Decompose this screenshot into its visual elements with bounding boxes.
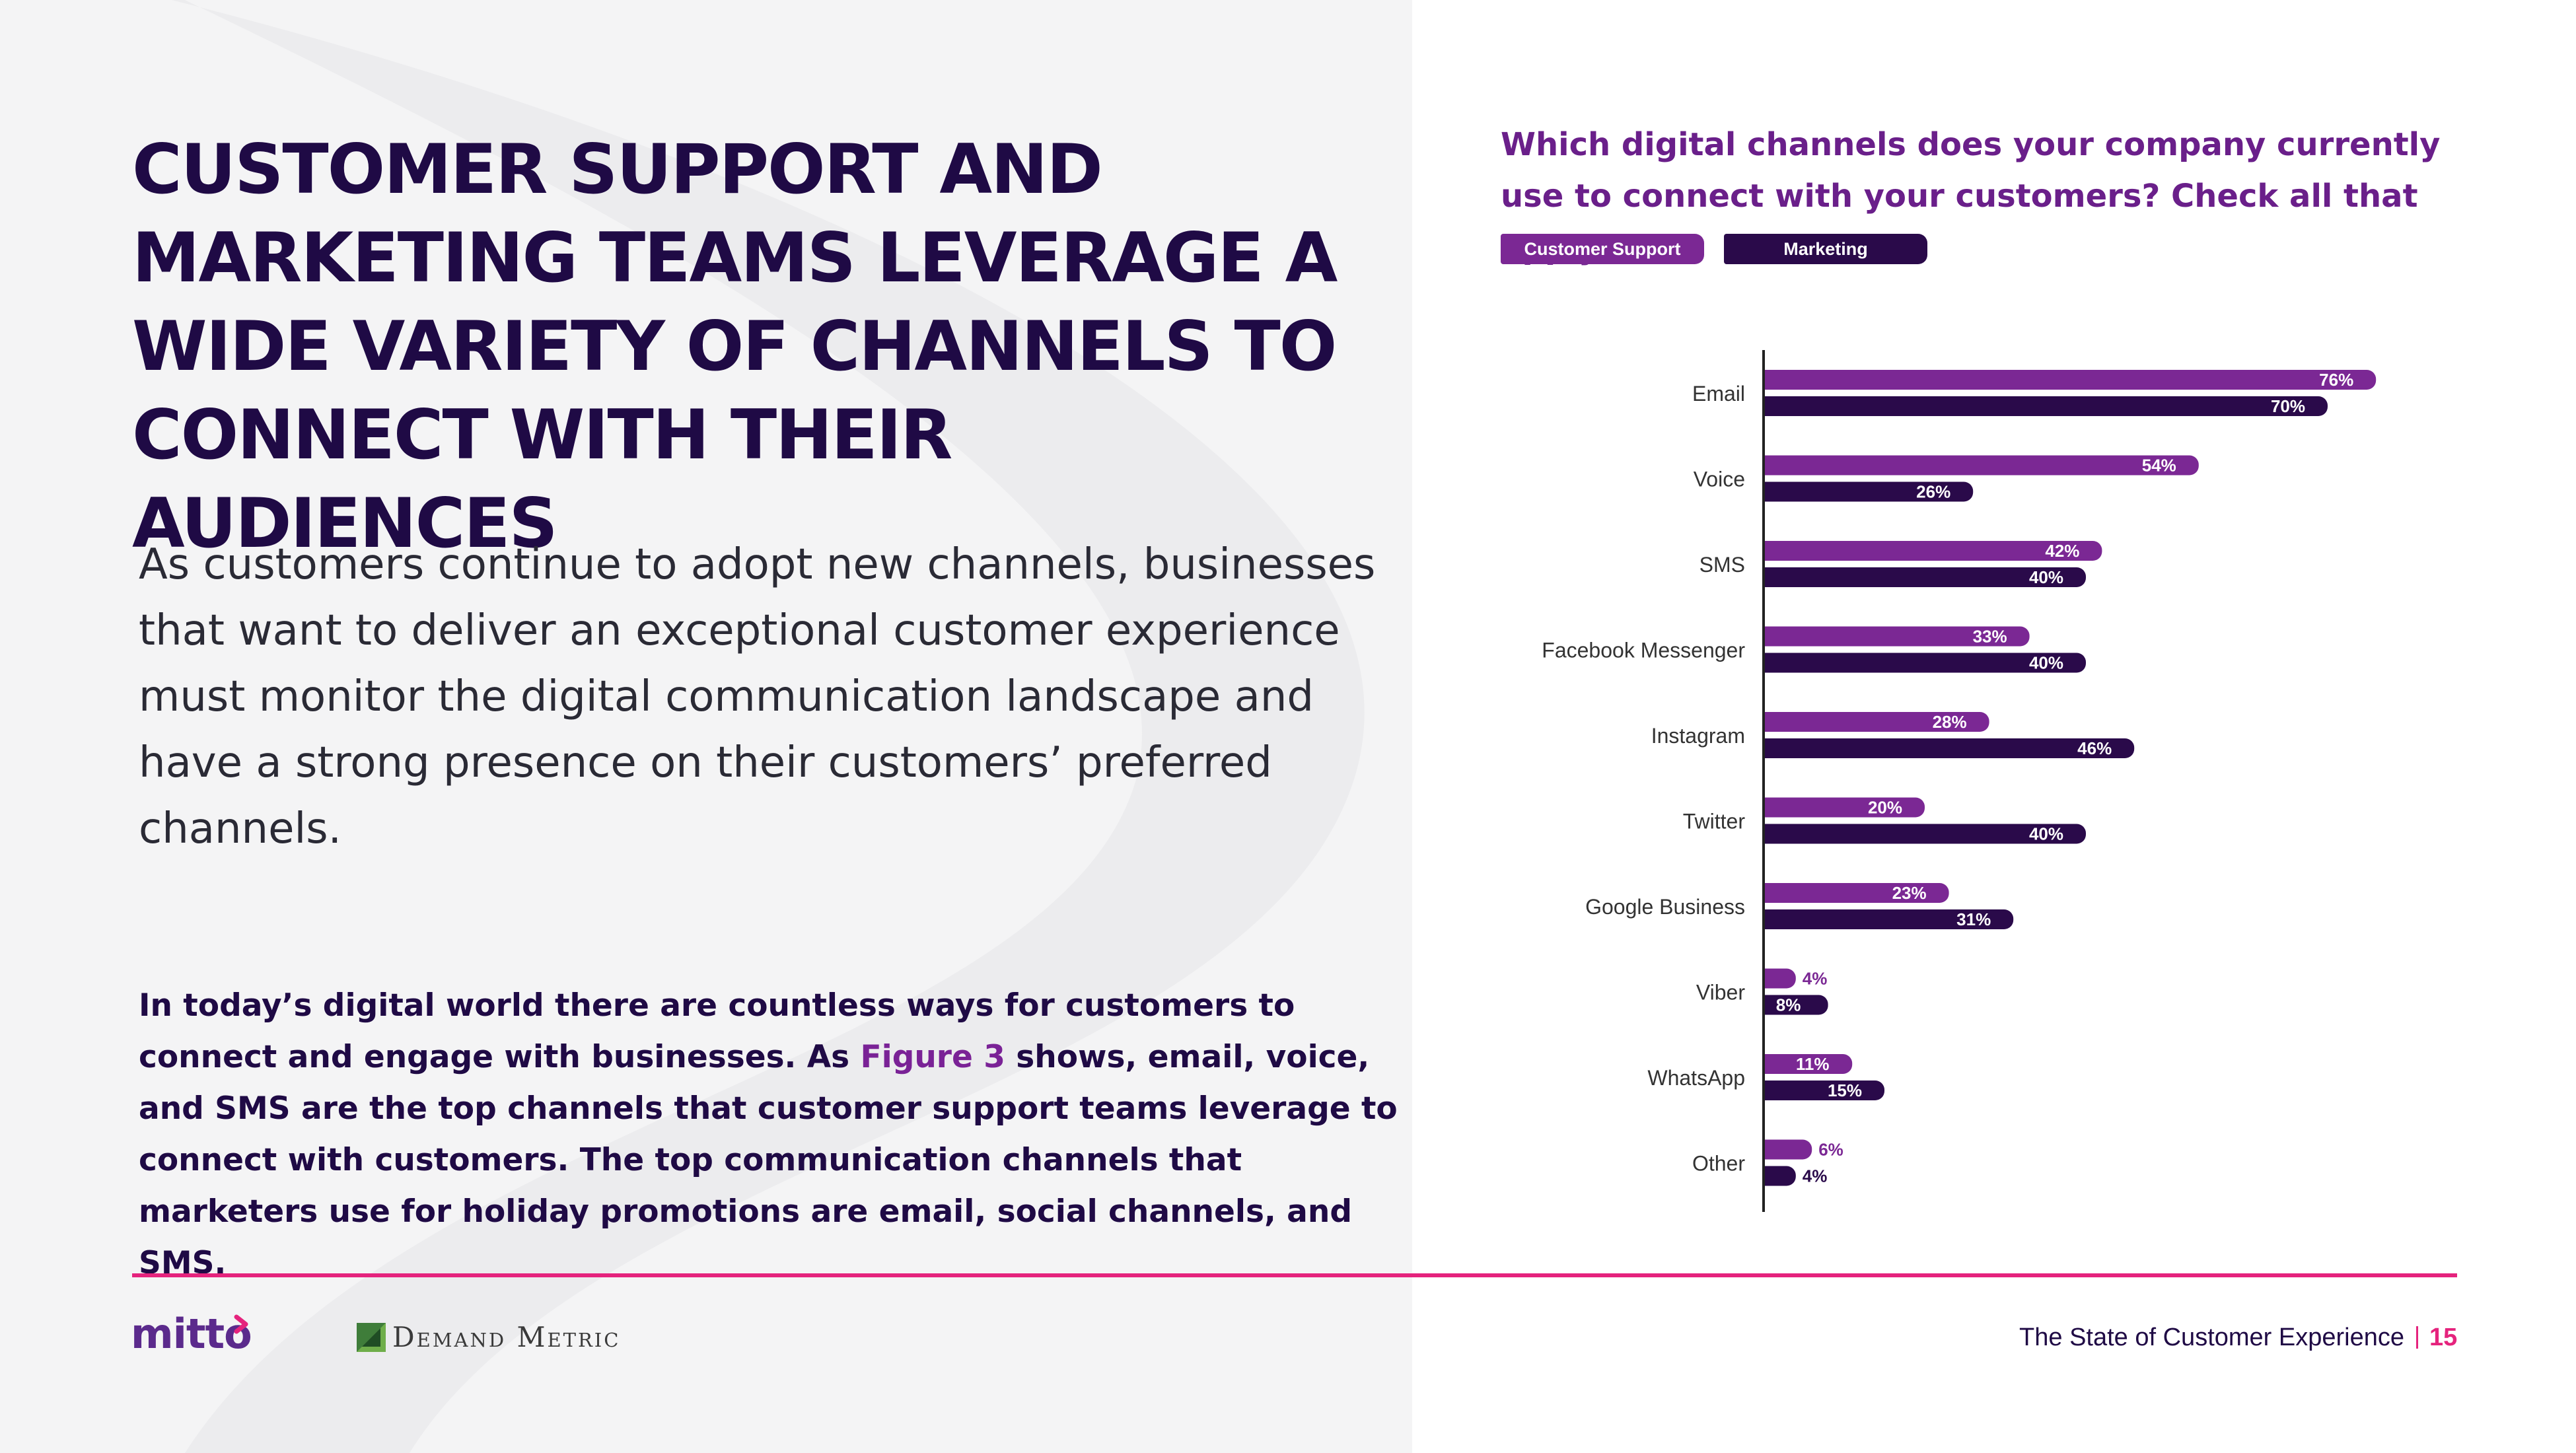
- data-label: 54%: [2142, 456, 2176, 476]
- mitto-logo: mitto: [131, 1310, 252, 1358]
- bar-left-edge: [1764, 626, 1774, 647]
- data-label: 76%: [2319, 370, 2353, 390]
- data-label: 4%: [1803, 1166, 1828, 1186]
- category-label: WhatsApp: [1647, 1066, 1745, 1090]
- demand-metric-mark-icon: [357, 1323, 386, 1352]
- category-label: Other: [1692, 1152, 1745, 1176]
- body-text-end: shows, email, voice, and SMS are the top…: [139, 1039, 1398, 1281]
- bar-left-edge: [1764, 1139, 1774, 1160]
- report-title: The State of Customer Experience: [2019, 1324, 2404, 1351]
- data-label: 28%: [1933, 712, 1967, 732]
- demand-metric-logo: Demand Metric: [392, 1321, 621, 1353]
- bar: [1764, 1139, 1812, 1160]
- data-label: 26%: [1916, 482, 1950, 502]
- category-label: Viber: [1696, 981, 1745, 1005]
- data-label: 4%: [1803, 969, 1828, 989]
- data-label: 6%: [1818, 1140, 1843, 1160]
- bar: [1764, 909, 2014, 929]
- figure-reference-link[interactable]: Figure 3: [860, 1039, 1005, 1075]
- data-label: 70%: [2271, 396, 2305, 416]
- data-label: 8%: [1776, 995, 1801, 1015]
- data-label: 11%: [1796, 1054, 1830, 1074]
- bar: [1764, 396, 2328, 416]
- body-text-start: In today’s digital world there are count…: [139, 987, 1295, 1075]
- bar-left-edge: [1764, 738, 1774, 758]
- bar: [1764, 712, 1989, 732]
- bar: [1764, 1054, 1853, 1074]
- footer-divider: [132, 1273, 2457, 1277]
- left-panel: [0, 0, 1412, 1453]
- bar-left-edge: [1764, 396, 1774, 416]
- data-label: 40%: [2029, 567, 2063, 587]
- bar: [1764, 824, 2086, 844]
- bar-left-edge: [1764, 968, 1774, 989]
- bar: [1764, 481, 1974, 502]
- bar-left-edge: [1764, 1054, 1774, 1074]
- data-label: 15%: [1828, 1081, 1862, 1100]
- chart-title: Which digital channels does your company…: [1501, 126, 2441, 266]
- body-paragraph: In today’s digital world there are count…: [139, 980, 1413, 1289]
- category-label: Email: [1692, 382, 1745, 406]
- bar: [1764, 797, 1925, 818]
- bar-left-edge: [1764, 909, 1774, 929]
- bar-left-edge: [1764, 481, 1774, 502]
- category-label: Instagram: [1651, 724, 1745, 748]
- bar: [1764, 541, 2102, 561]
- category-label: Twitter: [1683, 810, 1746, 833]
- category-label: Google Business: [1585, 895, 1745, 919]
- background-swoosh: [0, 0, 1412, 1453]
- data-label: 40%: [2029, 824, 2063, 844]
- data-label: 42%: [2045, 541, 2079, 561]
- bar-chart: Email 76% 70% Voice 54% 26% SMS 42% 40% Facebook …: [1542, 350, 2377, 1212]
- legend-marketing: Marketing: [1724, 234, 1927, 264]
- page-number: 15: [2429, 1324, 2458, 1351]
- category-label: SMS: [1699, 553, 1745, 577]
- bar-left-edge: [1764, 712, 1774, 732]
- bar-left-edge: [1764, 995, 1774, 1015]
- bar: [1764, 455, 2199, 476]
- bar-left-edge: [1764, 824, 1774, 844]
- bar: [1764, 653, 2086, 673]
- bar: [1764, 370, 2377, 390]
- data-label: 31%: [1956, 909, 1991, 929]
- page-title: CUSTOMER SUPPORT AND MARKETING TEAMS LEV…: [132, 130, 1338, 563]
- data-label: 46%: [2077, 738, 2112, 758]
- bar-left-edge: [1764, 797, 1774, 818]
- page-number-separator: [2416, 1326, 2418, 1349]
- legend-customer-support: Customer Support: [1501, 234, 1704, 264]
- lede-paragraph: As customers continue to adopt new chann…: [139, 540, 1376, 853]
- bar-left-edge: [1764, 883, 1774, 903]
- bar: [1764, 626, 2030, 647]
- bar: [1764, 995, 1828, 1015]
- bar: [1764, 1081, 1884, 1100]
- bar-left-edge: [1764, 370, 1774, 390]
- data-label: 40%: [2029, 653, 2063, 673]
- data-label: 20%: [1868, 798, 1902, 818]
- bar-left-edge: [1764, 1081, 1774, 1100]
- bar-left-edge: [1764, 1166, 1774, 1186]
- data-label: 33%: [1973, 627, 2007, 647]
- bar-left-edge: [1764, 567, 1774, 587]
- bar-left-edge: [1764, 541, 1774, 561]
- bar-left-edge: [1764, 455, 1774, 476]
- category-label: Facebook Messenger: [1542, 639, 1745, 662]
- category-label: Voice: [1694, 468, 1745, 491]
- bar: [1764, 883, 1949, 903]
- mitto-chevron-icon: [234, 1314, 248, 1334]
- bar: [1764, 567, 2086, 587]
- data-label: 23%: [1892, 883, 1927, 903]
- bar-left-edge: [1764, 653, 1774, 673]
- bar: [1764, 738, 2135, 758]
